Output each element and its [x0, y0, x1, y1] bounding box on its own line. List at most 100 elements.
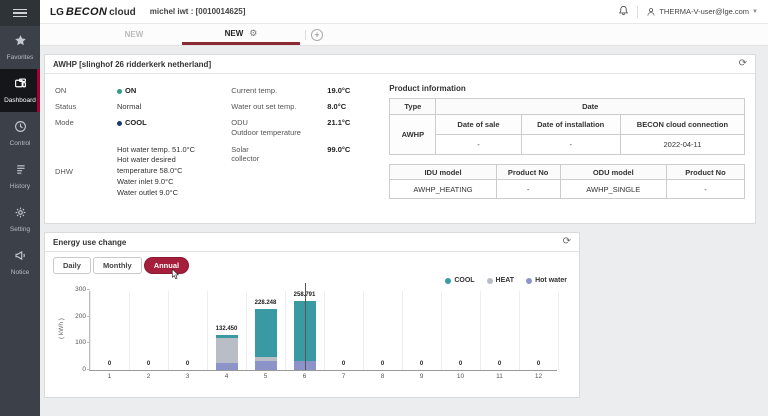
star-icon: [14, 34, 27, 52]
x-tick-label: 3: [186, 373, 190, 380]
sidebar-item-history[interactable]: History: [0, 155, 40, 198]
bar-value-label: 0: [147, 361, 150, 367]
legend-label: COOL: [454, 277, 474, 284]
type-value: AWHP: [390, 115, 436, 155]
legend-item-heat[interactable]: HEAT: [487, 277, 515, 284]
device-owner-context: michel iwt : [0010014625]: [150, 7, 246, 16]
legend-label: Hot water: [535, 277, 567, 284]
app-window: Favorites Dashboard Control HistorySetting N…: [0, 0, 768, 416]
device-panel-title: AWHP [slinghof 26 ridderkerk netherland]: [53, 60, 211, 69]
water-out-label: Water out set temp.: [231, 102, 327, 111]
bar-segment-cool: [255, 309, 277, 357]
gridline: [246, 291, 247, 370]
gridline: [168, 291, 169, 370]
y-tick-label: 0: [82, 366, 86, 373]
bar-month-5[interactable]: [255, 309, 277, 370]
daily-button[interactable]: Daily: [53, 257, 91, 274]
sidebar-item-setting[interactable]: Setting: [0, 198, 40, 241]
bar-segment-hot-water: [255, 361, 277, 370]
solar-label: Solar collector: [231, 145, 327, 199]
dhw-label: DHW: [55, 167, 117, 176]
idu-product-no-value: -: [496, 180, 560, 199]
account-email: THERMA-V-user@lge.com: [659, 7, 749, 16]
odu-label: ODU Outdoor temperature: [231, 118, 327, 138]
gridline: [324, 291, 325, 370]
energy-chart: COOLHEATHot water ( kWh ) 01002003000102…: [53, 277, 571, 393]
date-of-sale-value: -: [436, 135, 521, 155]
annual-button[interactable]: Annual: [144, 257, 189, 274]
gridline: [558, 291, 559, 370]
sidebar-item-notice[interactable]: Notice: [0, 241, 40, 284]
chevron-down-icon: ▼: [752, 9, 758, 15]
monthly-button[interactable]: Monthly: [93, 257, 142, 274]
chart-legend: COOL HEAT Hot water: [445, 277, 567, 284]
logo-becon: BECON: [66, 6, 107, 18]
range-selector: Daily Monthly Annual: [53, 257, 571, 274]
bar-value-label: 0: [108, 361, 111, 367]
col-idu-model: IDU model: [390, 165, 496, 180]
bar-value-label: 0: [420, 361, 423, 367]
chart-plot-area[interactable]: 0100200300010203132.4504228.2485258.7916…: [89, 291, 557, 371]
sidebar-item-dashboard[interactable]: Dashboard: [0, 69, 40, 112]
tab-new-inactive[interactable]: NEW: [86, 24, 182, 45]
sidebar-item-label: Control: [10, 140, 31, 147]
sidebar-item-label: Dashboard: [4, 97, 36, 104]
current-temp-label: Current temp.: [231, 86, 327, 95]
y-tick-label: 200: [75, 313, 86, 320]
notification-bell-icon[interactable]: [618, 3, 629, 21]
legend-dot: [445, 278, 451, 284]
col-type: Type: [390, 99, 436, 115]
x-tick-label: 4: [225, 373, 229, 380]
x-tick-label: 8: [381, 373, 385, 380]
sidebar-item-control[interactable]: Control: [0, 112, 40, 155]
power-value: ON: [117, 86, 231, 95]
becon-cloud-logo: LG BECON cloud: [50, 6, 136, 18]
tab-separator: [305, 30, 306, 40]
y-axis-label: ( kWh ): [58, 318, 65, 339]
col-odu-product-no: Product No: [666, 165, 744, 180]
gridline: [402, 291, 403, 370]
becon-connection-value: 2022-04-11: [620, 135, 744, 155]
x-tick-label: 12: [535, 373, 542, 380]
bar-value-label: 0: [381, 361, 384, 367]
sidebar-item-label: Favorites: [7, 54, 34, 61]
refresh-icon[interactable]: ⟳: [563, 237, 571, 247]
x-tick-label: 7: [342, 373, 346, 380]
odu-product-no-value: -: [666, 180, 744, 199]
control-icon: [14, 120, 27, 138]
bar-month-4[interactable]: [216, 335, 238, 370]
energy-use-panel: Energy use change ⟳ Daily Monthly Annual: [44, 232, 580, 398]
bar-value-label: 0: [459, 361, 462, 367]
hamburger-menu-icon[interactable]: [0, 0, 40, 26]
tab-label: NEW: [225, 29, 244, 38]
sidebar-item-label: Notice: [11, 269, 29, 276]
bar-value-label: 132.450: [216, 326, 238, 332]
gridline: [285, 291, 286, 370]
device-status-grid: ON ON Current temp. 19.0°C Status Normal…: [55, 82, 379, 215]
tab-label: NEW: [125, 30, 144, 39]
sidebar-item-favorites[interactable]: Favorites: [0, 26, 40, 69]
legend-item-hot-water[interactable]: Hot water: [526, 277, 567, 284]
bar-value-label: 0: [537, 361, 540, 367]
tab-settings-gear-icon[interactable]: ⚙: [249, 29, 257, 38]
logo-lg: LG: [50, 7, 64, 18]
y-tick-mark: [87, 289, 90, 290]
legend-item-cool[interactable]: COOL: [445, 277, 474, 284]
refresh-icon[interactable]: ⟳: [739, 59, 747, 69]
sidebar: Favorites Dashboard Control HistorySetting N…: [0, 0, 40, 416]
legend-dot: [487, 278, 493, 284]
bar-segment-hot-water: [216, 363, 238, 370]
x-tick-label: 6: [303, 373, 307, 380]
hover-crosshair: [305, 283, 306, 370]
tab-new-active[interactable]: NEW ⚙: [182, 24, 300, 45]
dashboard-icon: [14, 77, 27, 95]
bar-segment-heat: [216, 338, 238, 363]
x-tick-label: 1: [108, 373, 112, 380]
water-out-value: 8.0°C: [327, 102, 379, 111]
odu-value: 21.1°C: [327, 118, 379, 138]
gridline: [90, 291, 91, 370]
mode-status-dot: [117, 121, 122, 126]
account-menu[interactable]: THERMA-V-user@lge.com ▼: [646, 7, 758, 17]
status-label: Status: [55, 102, 117, 111]
add-tab-button[interactable]: +: [311, 29, 323, 41]
